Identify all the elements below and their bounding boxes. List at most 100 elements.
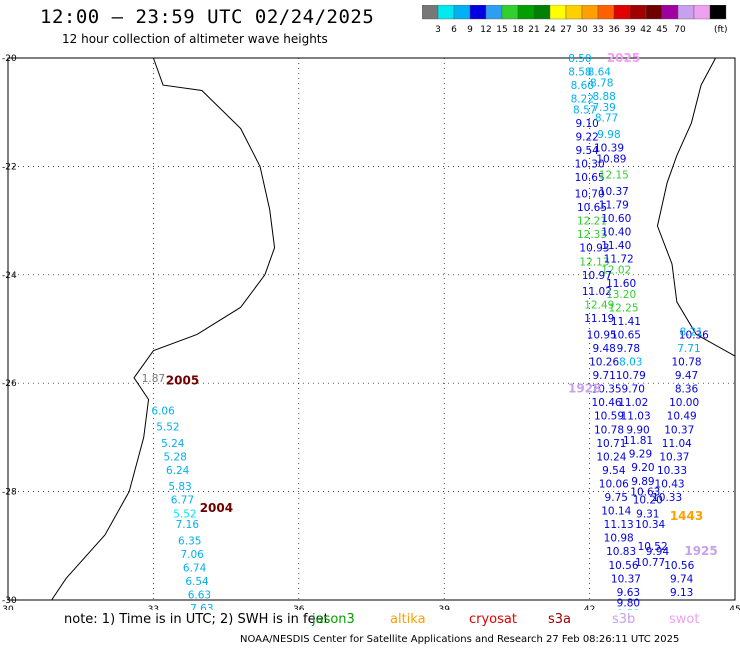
wave-height-label: 12.33 (577, 229, 607, 241)
footer-credit: NOAA/NESDIS Center for Satellite Applica… (240, 634, 680, 645)
wave-height-label: 10.37 (659, 451, 689, 463)
page-title: 12:00 – 23:59 UTC 02/24/2025 (40, 6, 375, 28)
wave-height-label: 6.35 (178, 535, 201, 547)
wave-height-label: 12.25 (608, 302, 638, 314)
colorbar-label: 30 (576, 25, 588, 35)
wave-height-label: 7.71 (677, 343, 700, 355)
wave-height-label: 9.54 (602, 465, 626, 477)
wave-height-label: 8.77 (595, 113, 618, 125)
wave-height-label: 1.87 (142, 373, 165, 385)
wave-height-label: 10.60 (601, 213, 631, 225)
wave-height-label: 11.79 (599, 199, 629, 211)
wave-height-label: 6.77 (171, 495, 194, 507)
wave-height-label: 11.13 (604, 519, 634, 531)
wave-height-label: 6.54 (185, 576, 209, 588)
wave-height-label: 9.78 (617, 343, 640, 355)
colorbar-label: 21 (528, 25, 539, 35)
wave-height-label: 10.97 (582, 270, 612, 282)
wave-height-label: 12.49 (584, 300, 614, 312)
track-time-label: 1928 (568, 382, 601, 396)
note-text: note: 1) Time is in UTC; 2) SWH is in fe… (64, 612, 329, 627)
wave-height-label: 5.52 (156, 422, 179, 434)
wave-height-label: 9.10 (575, 118, 598, 130)
wave-height-label: 9.47 (675, 370, 698, 382)
wave-height-label: 8.57 (573, 104, 596, 116)
track-time-label: 2005 (166, 373, 199, 387)
wave-height-label: 6.24 (166, 465, 190, 477)
madagascar-coastline (656, 57, 736, 357)
wave-height-label: 11.19 (584, 313, 614, 325)
lat-tick-label: -26 (2, 379, 17, 389)
colorbar-unit: (ft) (714, 25, 728, 35)
wave-height-label: 10.59 (594, 411, 624, 423)
color-scale-legend: 3 6 9 12 15 18 21 24 27 30 33 36 39 42 45 70 (ft) (422, 5, 728, 35)
wave-height-label: 10.37 (599, 186, 629, 198)
mission-jason3: jason3 (312, 612, 355, 627)
wave-height-label: 12.13 (579, 256, 609, 268)
wave-height-label: 10.37 (611, 573, 641, 585)
wave-height-label: 11.72 (604, 254, 634, 266)
colorbar-label: 33 (592, 25, 603, 35)
wave-height-label: 11.81 (623, 435, 653, 447)
wave-height-label: 8.60 (571, 80, 594, 92)
wave-height-label: 10.93 (579, 243, 609, 255)
wave-height-label: 6.06 (151, 405, 175, 417)
mission-cryosat: cryosat (469, 612, 517, 627)
wave-height-label: 10.34 (635, 519, 665, 531)
wave-height-label: 10.56 (608, 560, 638, 572)
wave-height-label: 8.36 (675, 384, 699, 396)
wave-height-label: 11.02 (618, 397, 648, 409)
wave-height-label: 10.56 (664, 560, 694, 572)
wave-height-label: 11.03 (621, 411, 651, 423)
lon-tick-label: 45 (729, 605, 740, 610)
wave-height-label: 11.40 (601, 240, 631, 252)
wave-height-label: 10.26 (589, 357, 619, 369)
colorbar-label: 27 (560, 25, 571, 35)
colorbar-label: 39 (624, 25, 636, 35)
wave-height-label: 10.20 (633, 495, 663, 507)
wave-height-label: 9.71 (592, 370, 615, 382)
wave-height-label: 8.58 (568, 67, 591, 79)
wave-height-label: 9.80 (617, 598, 640, 610)
wave-height-label: 10.30 (575, 159, 605, 171)
mission-s3a: s3a (548, 612, 572, 627)
wave-height-label: 10.06 (599, 478, 629, 490)
wave-height-label: 10.71 (596, 438, 626, 450)
wave-height-label: 8.21 (680, 327, 703, 339)
wave-height-label: 9.63 (617, 587, 640, 599)
wave-height-label: 9.74 (670, 573, 694, 585)
mission-s3b: s3b (612, 612, 636, 627)
wave-height-label: 10.36 (679, 329, 709, 341)
page-subtitle: 12 hour collection of altimeter wave hei… (62, 32, 328, 46)
wave-height-label: 10.35 (592, 384, 622, 396)
wave-height-label: 5.52 (173, 508, 196, 520)
colorbar-label: 12 (480, 25, 491, 35)
wave-height-label: 8.03 (619, 357, 642, 369)
wave-height-label: 10.89 (596, 153, 626, 165)
wave-height-label: 10.33 (652, 492, 682, 504)
wave-height-label: 9.31 (636, 508, 659, 520)
africa-coastline (51, 57, 276, 601)
lon-tick-label: 36 (293, 605, 305, 610)
wave-height-label: 9.22 (575, 132, 598, 144)
wave-height-label: 9.89 (631, 476, 654, 488)
wave-height-label: 10.49 (667, 411, 697, 423)
mission-swot: swot (669, 612, 700, 627)
wave-height-label: 10.63 (630, 487, 660, 499)
wave-height-label: 8.78 (590, 77, 613, 89)
wave-height-label: 10.24 (596, 451, 626, 463)
wave-height-label: 10.65 (577, 202, 607, 214)
wave-height-label: 6.74 (183, 562, 207, 574)
lon-tick-label: 39 (438, 605, 450, 610)
wave-height-label: 12.02 (601, 264, 631, 276)
altimeter-map: 30 33 36 39 42 45 -20 -22 -24 -26 -28 -30 1.87 6.06 5.… (2, 51, 740, 610)
wave-height-label: 6.63 (188, 590, 211, 602)
wave-height-label: 8.22 (571, 94, 594, 106)
wave-height-label: 11.04 (662, 438, 692, 450)
track-time-label: 2004 (200, 501, 233, 515)
wave-height-label: 10.33 (657, 465, 687, 477)
wave-height-label: 5.28 (164, 451, 187, 463)
wave-height-label: 10.98 (604, 533, 634, 545)
wave-height-label: 9.48 (592, 343, 615, 355)
colorbar-swatch (709, 5, 727, 20)
